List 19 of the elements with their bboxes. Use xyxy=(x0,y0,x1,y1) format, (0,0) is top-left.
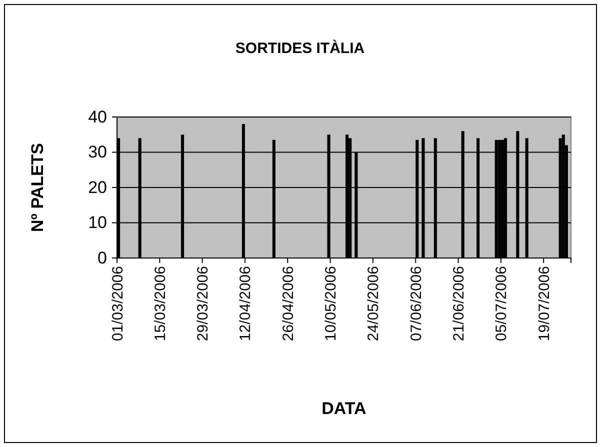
x-tick-label: 10/05/2006 xyxy=(322,266,340,342)
y-tick-label: 40 xyxy=(88,107,107,126)
x-tick-label: 12/04/2006 xyxy=(237,266,254,342)
chart-title: SORTIDES ITÀLIA xyxy=(235,39,365,57)
y-tick-label: 20 xyxy=(88,178,107,197)
y-tick-label: 30 xyxy=(88,142,107,162)
x-tick-label: 26/04/2006 xyxy=(280,266,297,342)
x-tick-label: 05/07/2006 xyxy=(493,266,510,342)
x-tick-label: 07/06/2006 xyxy=(408,266,425,342)
x-tick-label: 29/03/2006 xyxy=(194,266,212,342)
y-tick-label: 10 xyxy=(88,213,107,232)
x-tick-label: 01/03/2006 xyxy=(109,266,126,342)
y-tick-label: 0 xyxy=(98,248,107,268)
x-tick-label: 24/05/2006 xyxy=(365,266,382,342)
x-axis-title: DATA xyxy=(322,399,366,418)
y-axis-title: Nº PALETS xyxy=(28,142,47,232)
x-tick-label: 19/07/2006 xyxy=(536,266,553,342)
x-tick-label: 21/06/2006 xyxy=(450,266,468,342)
x-tick-label: 15/03/2006 xyxy=(152,266,169,342)
